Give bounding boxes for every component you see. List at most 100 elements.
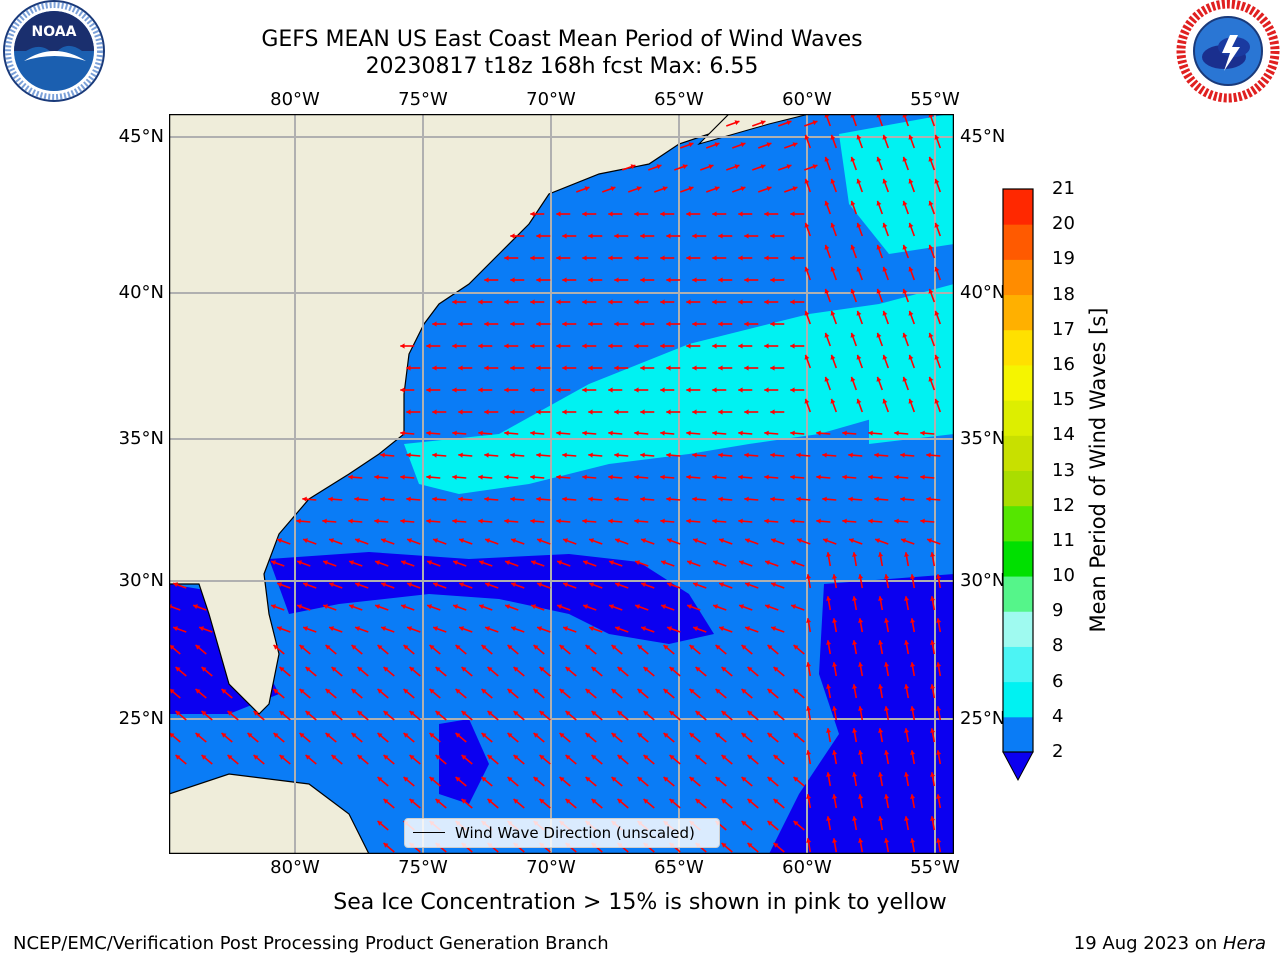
wind-wave-arrowhead xyxy=(882,266,888,272)
wind-wave-arrowhead xyxy=(904,816,910,821)
wind-wave-arrowhead xyxy=(455,733,461,738)
wind-wave-arrowhead xyxy=(635,604,641,610)
wind-wave-arrowhead xyxy=(485,582,491,588)
wind-wave-arrowhead xyxy=(908,222,914,228)
wind-wave-arrowhead xyxy=(407,538,413,544)
wind-wave-arrowhead xyxy=(936,574,942,579)
wind-wave-arrowhead xyxy=(195,689,201,694)
wind-wave-arrowhead xyxy=(721,711,727,716)
wind-wave-arrowhead xyxy=(930,596,936,601)
wind-wave-arrowhead xyxy=(533,689,539,694)
wind-wave-arrowhead xyxy=(303,626,309,632)
wind-wave-arrowhead xyxy=(712,474,717,480)
wind-wave-arrowhead xyxy=(643,799,649,804)
colorbar-tick-label: 11 xyxy=(1052,529,1075,551)
wind-wave-arrowhead xyxy=(562,496,567,502)
wind-wave-arrowhead xyxy=(791,604,797,610)
wind-wave-arrowhead xyxy=(689,777,695,782)
wind-wave-arrowhead xyxy=(588,233,593,239)
wind-wave-arrowhead xyxy=(537,538,543,544)
wind-wave-arrowhead xyxy=(380,496,385,502)
wind-wave-arrowhead xyxy=(484,409,489,415)
wind-wave-arrowhead xyxy=(686,255,691,261)
wind-wave-arrowhead xyxy=(279,711,285,716)
wind-wave-arrowhead xyxy=(856,222,862,228)
wind-wave-arrowhead xyxy=(693,626,699,632)
wind-wave-arrowhead xyxy=(842,430,847,436)
wind-wave-arrowhead xyxy=(718,365,723,371)
wind-wave-arrowhead xyxy=(790,255,795,261)
wind-wave-arrowhead xyxy=(380,452,385,458)
wind-wave-arrowhead xyxy=(741,733,747,738)
wind-wave-arrowhead xyxy=(615,626,621,632)
wind-wave-arrowhead xyxy=(640,496,645,502)
wind-wave-arrowhead xyxy=(585,777,591,782)
wind-wave-arrowhead xyxy=(832,662,838,667)
wind-wave-arrowhead xyxy=(830,178,836,184)
wind-wave-arrowhead xyxy=(617,667,623,672)
wind-wave-arrowhead xyxy=(741,689,747,694)
lat-label-left: 30°N xyxy=(118,570,164,591)
wind-wave-arrowhead xyxy=(406,452,411,458)
lon-label-bottom: 65°W xyxy=(654,857,704,878)
wind-wave-arrowhead xyxy=(504,343,509,349)
lon-label-top: 70°W xyxy=(526,89,576,110)
wind-wave-arrowhead xyxy=(643,667,649,672)
wind-wave-arrowhead xyxy=(536,452,541,458)
wind-wave-arrowhead xyxy=(660,387,665,393)
wind-wave-arrowhead xyxy=(461,667,467,672)
colorbar-segment xyxy=(1003,540,1033,577)
wind-wave-arrowhead xyxy=(686,299,691,305)
wind-wave-arrowhead xyxy=(908,310,914,316)
wind-wave-arrowhead xyxy=(325,733,331,738)
wind-wave-arrowhead xyxy=(904,728,910,733)
wind-wave-arrowhead xyxy=(640,321,645,327)
wind-wave-arrowhead xyxy=(687,560,693,566)
wind-wave-arrowhead xyxy=(900,452,905,458)
wind-wave-arrowhead xyxy=(910,750,916,755)
wind-wave-arrowhead xyxy=(790,387,795,393)
wind-wave-arrowhead xyxy=(169,689,175,694)
wind-wave-arrowhead xyxy=(904,640,910,645)
wind-wave-arrowhead xyxy=(771,582,777,588)
wind-wave-arrowhead xyxy=(478,474,483,480)
wind-wave-arrowhead xyxy=(747,711,753,716)
wind-wave-arrowhead xyxy=(858,662,864,667)
wind-wave-arrowhead xyxy=(796,496,801,502)
wind-wave-arrowhead xyxy=(510,365,515,371)
wind-wave-arrowhead xyxy=(874,452,879,458)
wind-wave-arrowhead xyxy=(614,365,619,371)
wind-wave-arrowhead xyxy=(348,518,353,524)
wind-wave-arrowhead xyxy=(377,821,383,826)
wind-wave-arrowhead xyxy=(432,452,437,458)
wind-wave-arrowhead xyxy=(738,518,743,524)
wind-wave-arrowhead xyxy=(455,689,461,694)
wind-wave-arrowhead xyxy=(583,604,589,610)
wind-wave-arrowhead xyxy=(459,582,465,588)
wind-wave-arrowhead xyxy=(433,626,439,632)
wind-wave-arrowhead xyxy=(745,538,751,544)
wind-wave-arrowhead xyxy=(715,777,721,782)
map-frame xyxy=(169,114,954,854)
wind-wave-arrowhead xyxy=(764,343,769,349)
wind-wave-arrowhead xyxy=(565,667,571,672)
wind-wave-arrowhead xyxy=(636,186,642,192)
wind-wave-arrowhead xyxy=(806,662,812,667)
wind-wave-arrowhead xyxy=(510,277,515,283)
wind-wave-arrowhead xyxy=(325,645,331,650)
wind-wave-arrowhead xyxy=(806,574,812,579)
wind-wave-arrowhead xyxy=(557,560,563,566)
wind-wave-arrowhead xyxy=(297,604,303,610)
wind-wave-arrowhead xyxy=(637,777,643,782)
wind-wave-arrowhead xyxy=(826,816,832,821)
wind-wave-arrowhead xyxy=(296,518,301,524)
wind-wave-arrowhead xyxy=(426,430,431,436)
lon-label-bottom: 55°W xyxy=(910,857,960,878)
wind-wave-arrowhead xyxy=(712,211,717,217)
colorbar-tick-label: 20 xyxy=(1052,213,1075,235)
wind-wave-arrowhead xyxy=(804,266,810,272)
wind-wave-arrowhead xyxy=(355,538,361,544)
wind-wave-arrowhead xyxy=(505,604,511,610)
wind-wave-arrowhead xyxy=(588,321,593,327)
wind-wave-arrowhead xyxy=(588,496,593,502)
